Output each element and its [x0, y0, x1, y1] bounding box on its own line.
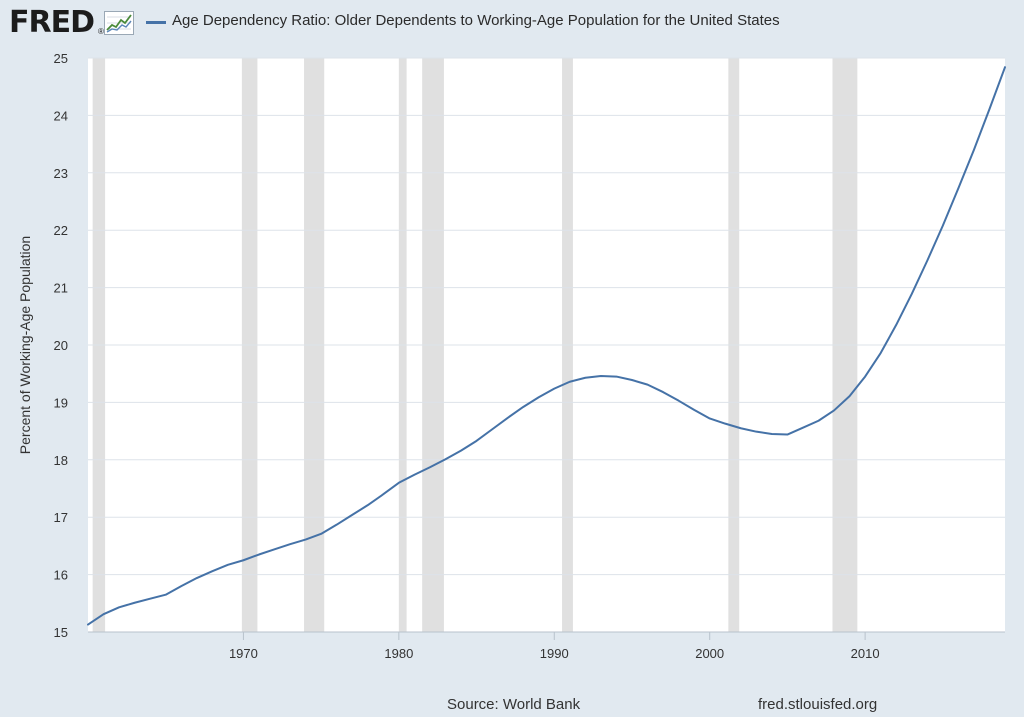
- data-point[interactable]: [567, 379, 573, 385]
- y-tick-label: 22: [54, 223, 68, 238]
- data-point[interactable]: [784, 432, 790, 438]
- data-point[interactable]: [924, 258, 930, 264]
- data-point[interactable]: [738, 425, 744, 431]
- data-point[interactable]: [256, 552, 262, 558]
- data-point[interactable]: [831, 407, 837, 413]
- data-point[interactable]: [909, 291, 915, 297]
- data-point[interactable]: [147, 596, 153, 602]
- x-tick-label: 2010: [851, 646, 880, 661]
- data-point[interactable]: [940, 223, 946, 229]
- series-line[interactable]: [87, 66, 1006, 626]
- y-tick-label: 20: [54, 338, 68, 353]
- legend-series-swatch: [146, 21, 166, 24]
- data-point[interactable]: [240, 557, 246, 563]
- series-layer: [85, 64, 1008, 628]
- y-tick-label: 24: [54, 108, 68, 123]
- data-point[interactable]: [396, 480, 402, 486]
- x-tick-label: 1990: [540, 646, 569, 661]
- data-point[interactable]: [722, 421, 728, 427]
- data-point[interactable]: [442, 456, 448, 462]
- x-tick-label: 1980: [384, 646, 413, 661]
- data-point[interactable]: [349, 512, 355, 518]
- y-axis-label: Percent of Working-Age Population: [17, 236, 33, 454]
- data-point[interactable]: [365, 502, 371, 508]
- data-point[interactable]: [769, 431, 775, 437]
- data-point[interactable]: [505, 415, 511, 421]
- data-point[interactable]: [303, 537, 309, 543]
- y-tick-label: 16: [54, 568, 68, 583]
- data-point[interactable]: [800, 425, 806, 431]
- chart-header: FRED ® Age Dependency Ratio: Older Depen…: [0, 0, 1024, 50]
- y-tick-label: 17: [54, 510, 68, 525]
- data-point[interactable]: [551, 386, 557, 392]
- data-point[interactable]: [132, 600, 138, 606]
- data-point[interactable]: [660, 389, 666, 395]
- data-point[interactable]: [878, 350, 884, 356]
- data-point[interactable]: [474, 438, 480, 444]
- data-point[interactable]: [380, 491, 386, 497]
- data-point[interactable]: [287, 541, 293, 547]
- legend-series-label[interactable]: Age Dependency Ratio: Older Dependents t…: [172, 12, 780, 29]
- y-tick-label: 19: [54, 395, 68, 410]
- data-point[interactable]: [194, 575, 200, 581]
- y-axis-ticks: 15 16 17 18 19 20 21 22 23 24 25: [54, 51, 68, 640]
- x-tick-label: 1970: [229, 646, 258, 661]
- data-point[interactable]: [427, 464, 433, 470]
- data-point[interactable]: [815, 418, 821, 424]
- y-tick-label: 18: [54, 453, 68, 468]
- footer-url-link[interactable]: fred.stlouisfed.org: [758, 696, 878, 713]
- data-point[interactable]: [209, 568, 215, 574]
- data-point[interactable]: [163, 592, 169, 598]
- data-point[interactable]: [536, 394, 542, 400]
- data-point[interactable]: [1002, 64, 1008, 70]
- data-point[interactable]: [986, 106, 992, 112]
- data-point[interactable]: [101, 611, 107, 617]
- gridlines-layer: [88, 57, 1005, 576]
- data-point[interactable]: [489, 426, 495, 432]
- data-point[interactable]: [753, 429, 759, 435]
- y-tick-label: 15: [54, 625, 68, 640]
- y-tick-label: 23: [54, 166, 68, 181]
- data-point[interactable]: [272, 546, 278, 552]
- data-point[interactable]: [178, 583, 184, 589]
- data-point[interactable]: [318, 531, 324, 537]
- fred-logo-chart-icon: [104, 11, 134, 35]
- data-point[interactable]: [613, 374, 619, 380]
- data-point[interactable]: [85, 622, 91, 628]
- data-point[interactable]: [520, 404, 526, 410]
- footer-source: Source: World Bank: [447, 696, 581, 713]
- data-point[interactable]: [955, 185, 961, 191]
- y-tick-label: 21: [54, 281, 68, 296]
- x-axis-ticks: 1970 1980 1990 2000 2010: [88, 631, 1005, 661]
- data-point[interactable]: [971, 147, 977, 153]
- data-point[interactable]: [676, 398, 682, 404]
- registered-mark: ®: [98, 27, 104, 36]
- fred-logo[interactable]: FRED: [9, 5, 95, 40]
- data-point[interactable]: [707, 415, 713, 421]
- data-point[interactable]: [334, 522, 340, 528]
- y-tick-label: 25: [54, 51, 68, 66]
- data-point[interactable]: [847, 393, 853, 399]
- data-point[interactable]: [116, 604, 122, 610]
- data-point[interactable]: [645, 382, 651, 388]
- data-point[interactable]: [893, 322, 899, 328]
- data-point[interactable]: [598, 373, 604, 379]
- x-tick-label: 2000: [695, 646, 724, 661]
- data-point[interactable]: [691, 407, 697, 413]
- data-point[interactable]: [411, 472, 417, 478]
- data-point[interactable]: [582, 375, 588, 381]
- data-point[interactable]: [458, 448, 464, 454]
- data-point[interactable]: [225, 562, 231, 568]
- data-point[interactable]: [629, 377, 635, 383]
- data-point[interactable]: [862, 374, 868, 380]
